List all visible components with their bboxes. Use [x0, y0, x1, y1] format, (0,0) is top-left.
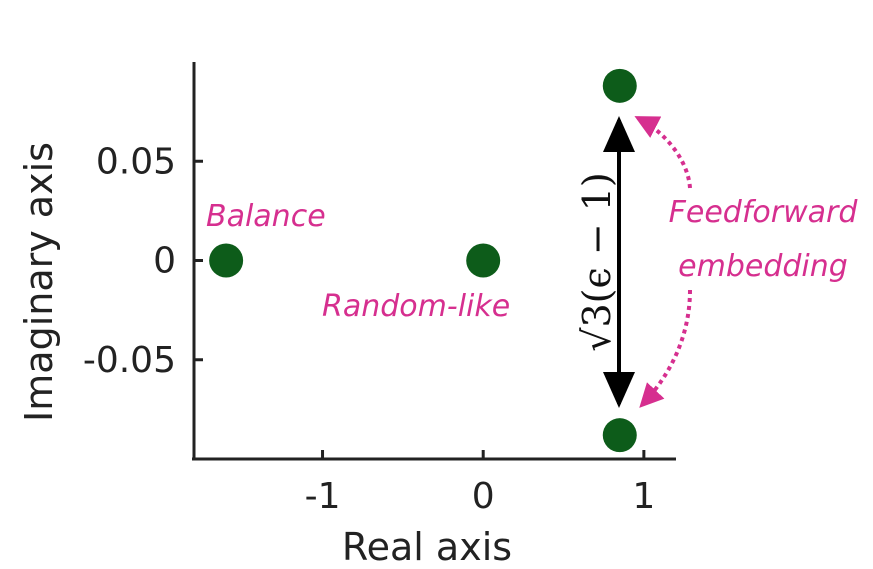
data-point [602, 418, 637, 453]
annotation-balance: Balance [206, 199, 326, 234]
x-tick-label: -1 [305, 476, 341, 517]
data-points [209, 68, 637, 453]
feedforward-arrow-up [634, 116, 692, 189]
annotation-feedforward-line2: embedding [678, 249, 848, 284]
y-axis-title: Imaginary axis [17, 142, 61, 422]
y-ticks: -0.05 0 0.05 [83, 141, 203, 381]
x-axis-title: Real axis [342, 525, 512, 569]
y-tick-label: 0.05 [96, 141, 176, 182]
data-point [209, 243, 244, 278]
feedforward-arrow-down [639, 289, 692, 408]
y-tick-label: -0.05 [83, 340, 176, 381]
x-tick-label: 0 [472, 476, 495, 517]
x-ticks: -1 0 1 [305, 450, 655, 517]
x-tick-label: 1 [632, 476, 655, 517]
gap-label: √3(ϵ − 1) [575, 172, 619, 352]
annotation-feedforward-line1: Feedforward [669, 195, 859, 230]
data-point [602, 68, 637, 103]
data-point [466, 243, 501, 278]
annotation-random-like: Random-like [322, 289, 510, 324]
y-tick-label: 0 [153, 241, 176, 282]
